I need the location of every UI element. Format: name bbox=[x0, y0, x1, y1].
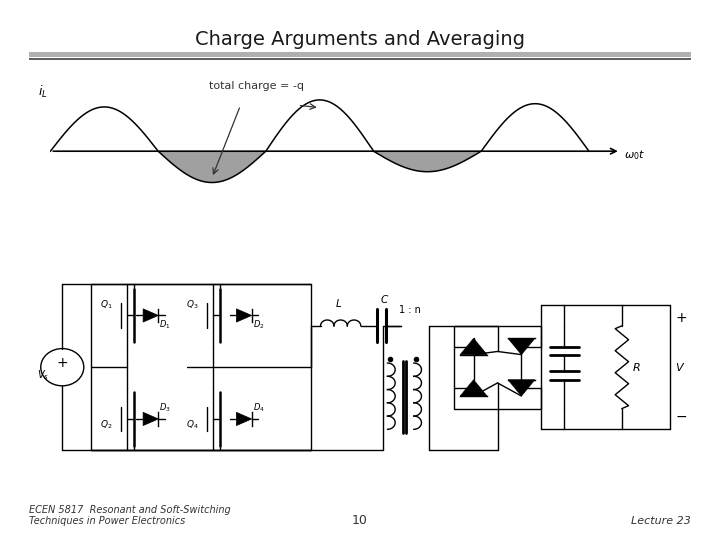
Text: 10: 10 bbox=[352, 514, 368, 526]
Polygon shape bbox=[236, 413, 252, 426]
Bar bbox=[454, 326, 541, 409]
Text: $D_4$: $D_4$ bbox=[253, 402, 264, 414]
Text: $L$: $L$ bbox=[335, 297, 342, 309]
Text: $i_L$: $i_L$ bbox=[37, 84, 48, 100]
Text: $D_2$: $D_2$ bbox=[253, 318, 264, 330]
Text: +: + bbox=[675, 310, 687, 325]
Text: Charge Arguments and Averaging: Charge Arguments and Averaging bbox=[195, 30, 525, 49]
Text: $C$: $C$ bbox=[380, 293, 389, 305]
Bar bbox=[91, 285, 311, 450]
Text: −: − bbox=[675, 410, 687, 424]
Text: $D_3$: $D_3$ bbox=[159, 402, 171, 414]
Polygon shape bbox=[143, 309, 158, 322]
Text: $V$: $V$ bbox=[675, 361, 685, 373]
Text: +: + bbox=[56, 356, 68, 370]
Text: $Q_3$: $Q_3$ bbox=[186, 298, 198, 310]
Text: Lecture 23: Lecture 23 bbox=[631, 516, 691, 526]
Text: $Q_4$: $Q_4$ bbox=[186, 418, 199, 431]
Text: 1 : n: 1 : n bbox=[400, 306, 421, 315]
Text: $\omega_0 t$: $\omega_0 t$ bbox=[624, 148, 645, 162]
Text: $R$: $R$ bbox=[632, 361, 641, 373]
Text: $Q_1$: $Q_1$ bbox=[99, 298, 112, 310]
Polygon shape bbox=[460, 380, 487, 396]
Polygon shape bbox=[236, 309, 252, 322]
Text: total charge = -q: total charge = -q bbox=[209, 82, 304, 91]
Polygon shape bbox=[508, 339, 535, 355]
Text: $D_1$: $D_1$ bbox=[159, 318, 171, 330]
Polygon shape bbox=[460, 339, 487, 355]
Polygon shape bbox=[143, 413, 158, 426]
Polygon shape bbox=[508, 380, 535, 396]
Text: $Q_2$: $Q_2$ bbox=[99, 418, 112, 431]
Text: $V_s$: $V_s$ bbox=[37, 369, 49, 382]
Circle shape bbox=[41, 349, 84, 386]
Text: ECEN 5817  Resonant and Soft-Switching
Techniques in Power Electronics: ECEN 5817 Resonant and Soft-Switching Te… bbox=[29, 505, 230, 526]
